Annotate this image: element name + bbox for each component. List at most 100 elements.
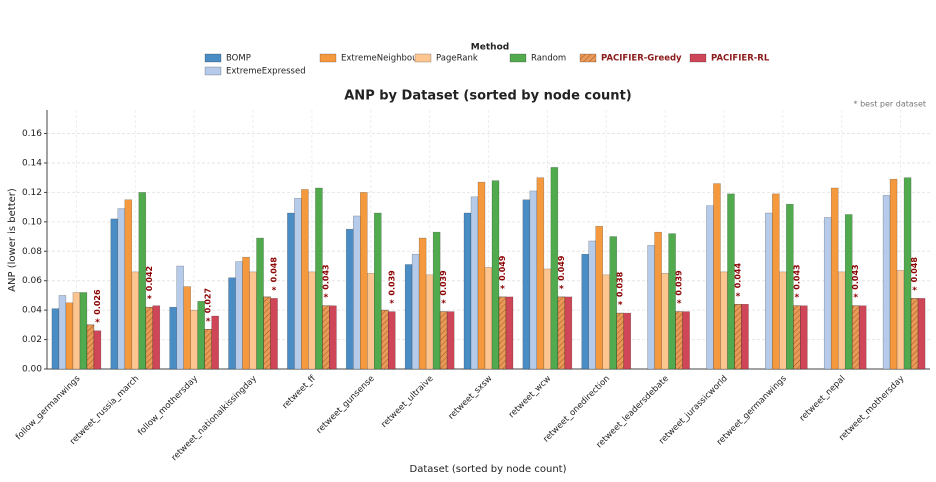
legend-swatch: [204, 53, 222, 63]
legend-swatch: [689, 53, 707, 63]
bar: [772, 193, 780, 370]
bar: [51, 308, 60, 370]
bar: [837, 271, 846, 370]
x-axis-label: Dataset (sorted by node count): [410, 464, 567, 475]
bar: [917, 298, 926, 370]
bar: [190, 309, 198, 370]
y-tick-label: 0.00: [22, 365, 42, 375]
bar: [411, 253, 420, 370]
bar: [360, 192, 368, 370]
bar: [550, 167, 559, 370]
best-label: 0.044: [733, 263, 742, 289]
bar: [896, 270, 905, 370]
bar: [249, 271, 257, 370]
bar: [463, 212, 472, 370]
bar: [367, 273, 375, 370]
bar: [124, 199, 133, 370]
bar: [779, 271, 787, 370]
bar: [131, 271, 140, 370]
bar-hatch: [145, 306, 154, 370]
bar: [446, 311, 455, 370]
bar: [110, 218, 119, 370]
bar: [287, 212, 295, 370]
bar: [315, 187, 323, 370]
bar: [602, 274, 610, 370]
legend-label: PACIFIER-Greedy: [601, 54, 682, 64]
best-label: 0.027: [204, 288, 213, 313]
x-tick-label: retweet_russia_march: [68, 374, 141, 447]
legend-swatch: [319, 53, 337, 63]
bar-hatch: [616, 312, 624, 370]
bar: [543, 268, 552, 370]
bar: [844, 214, 853, 370]
best-marker: *: [272, 286, 277, 296]
bar: [623, 312, 631, 370]
best-label: 0.039: [439, 270, 448, 296]
best-marker: *: [912, 286, 917, 296]
best-marker: *: [206, 317, 211, 327]
bar: [903, 177, 912, 370]
best-label: 0.048: [910, 257, 919, 283]
y-tick-label: 0.12: [22, 188, 42, 198]
bar: [713, 183, 721, 370]
best-marker: *: [853, 293, 858, 303]
bar: [404, 264, 413, 370]
bar: [138, 192, 147, 370]
bar-hatch: [910, 298, 919, 370]
bar: [346, 228, 354, 370]
bar: [418, 237, 427, 370]
bar: [93, 330, 102, 370]
best-marker: *: [389, 299, 394, 309]
legend-swatch: [414, 53, 432, 63]
bar: [858, 305, 867, 370]
bar: [661, 273, 669, 370]
bar-hatch: [204, 329, 212, 370]
bar: [72, 292, 81, 370]
best-label: 0.026: [93, 289, 102, 315]
bar: [308, 271, 316, 370]
best-marker: *: [618, 301, 623, 311]
x-tick-label: retweet_gunsense: [315, 374, 377, 436]
bar: [529, 190, 538, 370]
bar: [647, 245, 655, 370]
bar: [484, 267, 493, 370]
bar: [682, 311, 690, 370]
best-marker: *: [559, 284, 564, 294]
y-tick-label: 0.10: [22, 217, 42, 227]
bar: [242, 256, 250, 370]
bar: [588, 240, 596, 370]
bar: [491, 180, 500, 370]
best-label: 0.039: [675, 270, 684, 296]
best-label: 0.043: [321, 264, 330, 289]
bar-hatch: [675, 311, 683, 370]
bar: [765, 212, 773, 370]
bar: [706, 205, 714, 370]
bar: [595, 226, 603, 370]
bar: [823, 217, 832, 370]
bar: [228, 277, 236, 370]
best-marker: *: [794, 293, 799, 303]
bar: [294, 198, 302, 370]
bar: [256, 237, 264, 370]
bar: [176, 265, 184, 370]
legend-label: PACIFIER-RL: [711, 54, 770, 64]
legend-swatch: [509, 53, 527, 63]
best-marker: *: [324, 293, 329, 303]
y-tick-label: 0.14: [22, 158, 42, 168]
legend-swatch: [204, 66, 222, 76]
bar: [152, 305, 161, 370]
x-tick-label: retweet_mothersday: [837, 374, 906, 443]
best-label: 0.039: [387, 270, 396, 296]
bar-hatch: [86, 324, 95, 370]
bar: [329, 305, 337, 370]
best-label: 0.048: [270, 257, 279, 283]
bar: [668, 233, 676, 370]
bar: [388, 311, 396, 370]
bar: [786, 203, 794, 370]
bar: [301, 189, 309, 370]
bar-hatch: [439, 311, 448, 370]
bar: [169, 306, 177, 370]
x-tick-label: retweet_ultraive: [379, 374, 435, 430]
best-label: 0.038: [616, 271, 625, 297]
x-tick-label: retweet_sxsw: [447, 374, 495, 422]
